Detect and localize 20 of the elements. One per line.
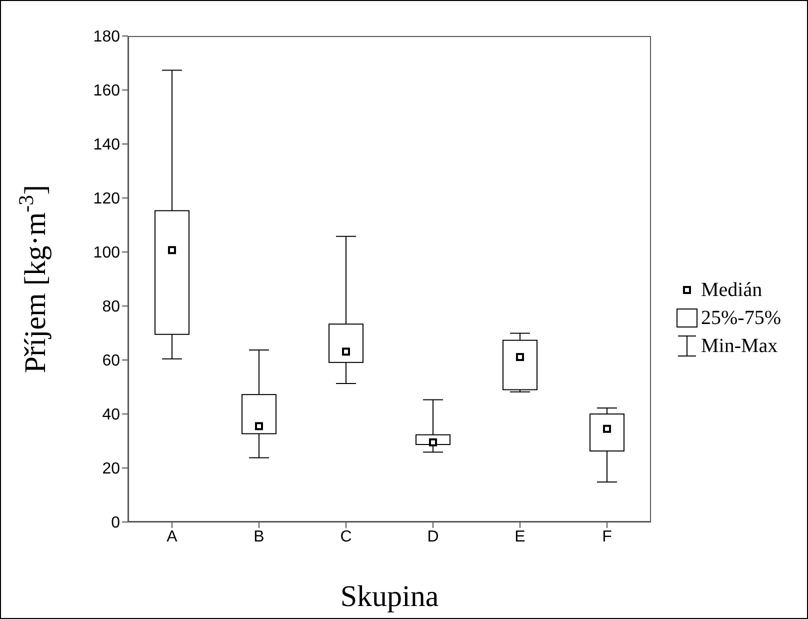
y-tick-label: 120 xyxy=(93,190,120,208)
y-tick-label: 140 xyxy=(93,136,120,154)
text: 25%-75% xyxy=(701,306,781,330)
x-tick-label: D xyxy=(427,528,439,546)
y-tick-label: 60 xyxy=(102,352,120,370)
y-tick-label: 20 xyxy=(102,460,120,478)
y-tick-label: 80 xyxy=(102,298,120,316)
y-tick-label: 180 xyxy=(93,28,120,46)
x-tick-label: A xyxy=(166,528,178,546)
y-tick-label: 0 xyxy=(111,514,120,532)
x-axis-title: Skupina xyxy=(340,580,439,613)
y-tick-label: 100 xyxy=(93,244,120,262)
y-tick-label: 160 xyxy=(93,82,120,100)
text: Min-Max xyxy=(701,334,778,358)
text: Medián xyxy=(701,278,762,302)
x-tick-label: B xyxy=(254,528,264,546)
x-tick-label: C xyxy=(340,528,352,546)
x-tick-label: F xyxy=(602,528,612,546)
x-tick-label: E xyxy=(514,528,526,546)
y-tick-label: 40 xyxy=(102,406,120,424)
